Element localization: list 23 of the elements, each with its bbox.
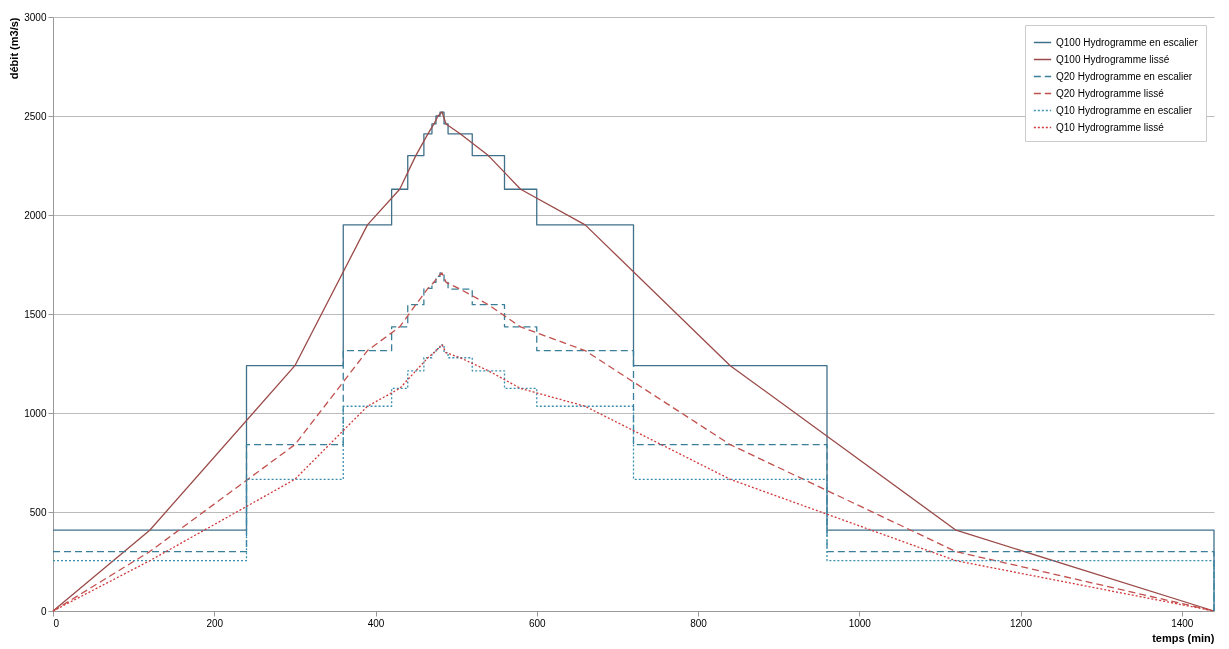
legend-label: Q10 Hydrogramme lissé [1056, 121, 1165, 133]
y-tick-label: 2500 [24, 110, 47, 122]
y-axis-title: débit (m3/s) [8, 17, 21, 80]
x-tick-label: 1200 [1009, 617, 1033, 629]
y-tick-label: 1500 [24, 308, 47, 320]
x-tick-label: 600 [528, 617, 547, 629]
x-tick-label: 0 [53, 617, 60, 629]
x-axis-title: temps (min) [1152, 631, 1215, 644]
y-tick-label: 0 [40, 605, 47, 617]
x-tick-label: 400 [367, 617, 385, 629]
x-tick-label: 800 [690, 617, 708, 629]
y-tick-label: 3000 [24, 11, 47, 23]
x-tick-label: 1000 [848, 617, 872, 629]
y-tick-label: 500 [29, 506, 47, 518]
y-tick-label: 2000 [24, 209, 47, 221]
x-tick-label: 1400 [1171, 617, 1194, 629]
y-tick-label: 1000 [24, 407, 47, 419]
legend-label: Q100 Hydrogramme lissé [1056, 53, 1170, 65]
legend-label: Q10 Hydrogramme en escalier [1056, 104, 1193, 116]
legend-label: Q20 Hydrogramme en escalier [1056, 70, 1193, 82]
legend-label: Q20 Hydrogramme lissé [1056, 87, 1165, 99]
legend-label: Q100 Hydrogramme en escalier [1056, 36, 1199, 48]
x-tick-label: 200 [206, 617, 224, 629]
